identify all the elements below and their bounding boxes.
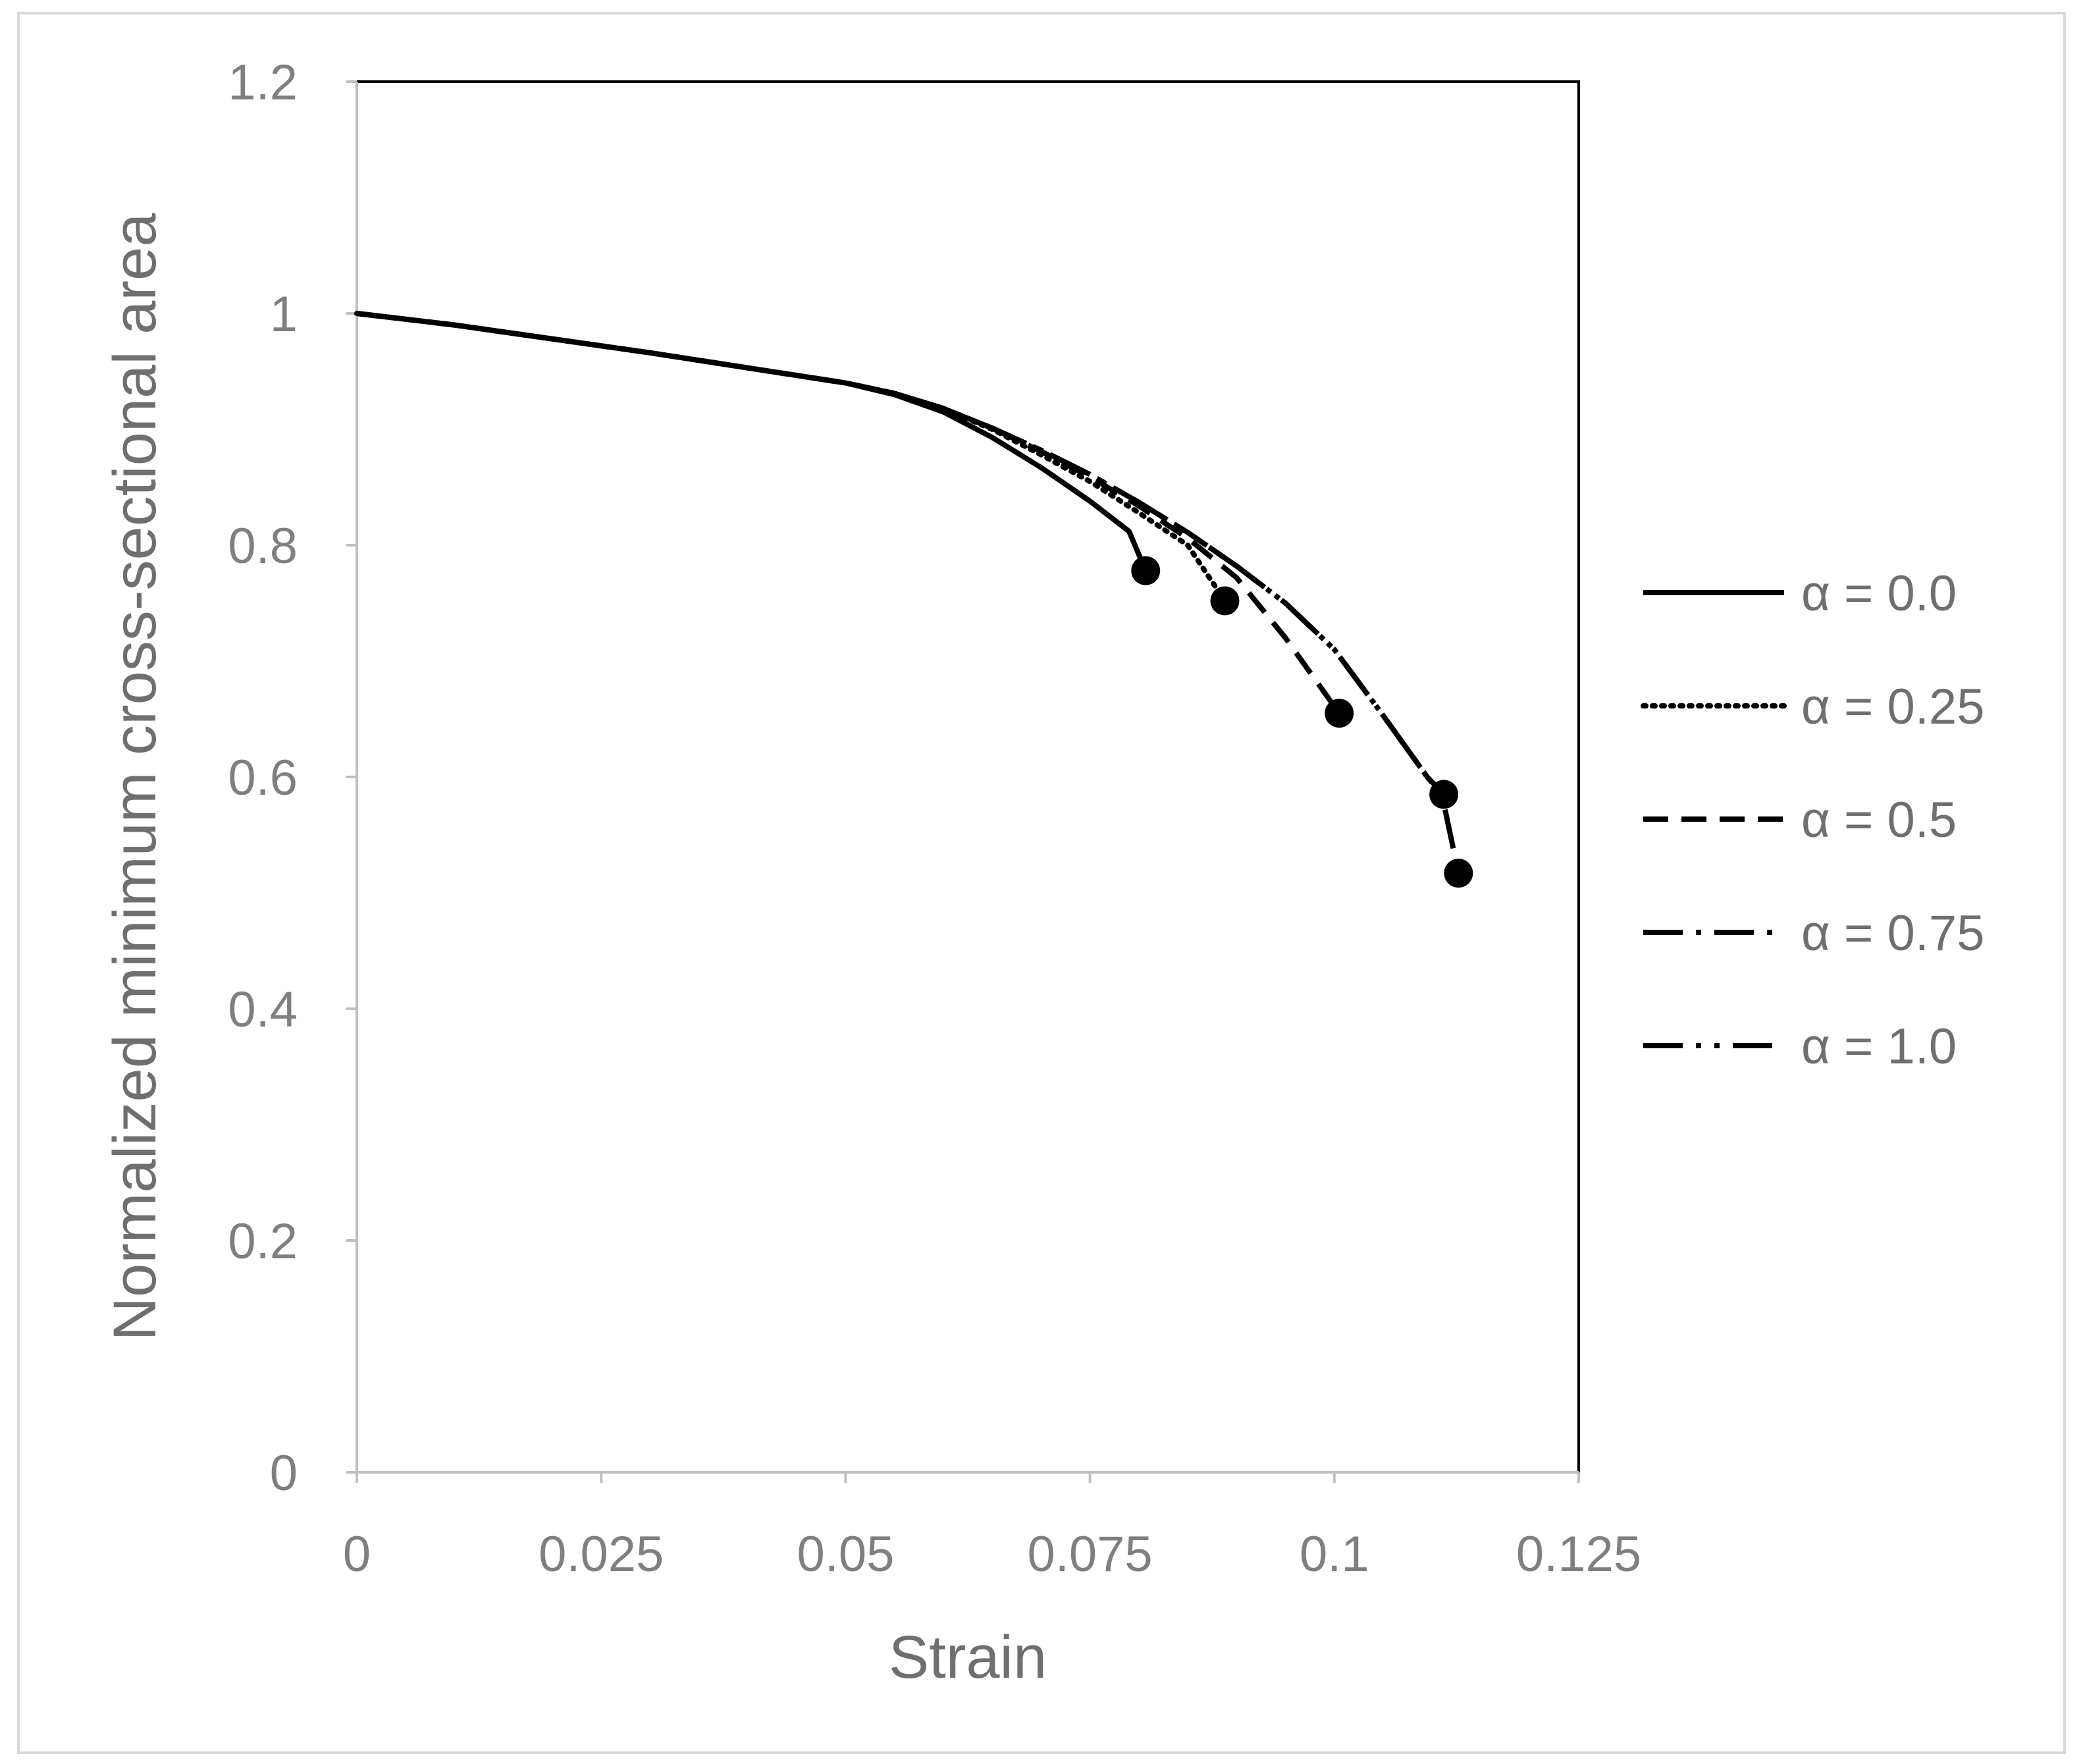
series-lines [354,311,1462,874]
x-tick-label-5: 0.125 [1516,1526,1641,1582]
x-tick-label-0: 0 [343,1526,371,1582]
series-end-marker-0 [1131,556,1161,585]
series-end-marker-1 [1210,586,1240,616]
y-axis-title: Normalized minimum cross-sectional area [101,213,169,1341]
x-tick-label-3: 0.075 [1028,1526,1153,1582]
axis-ticks: 0 0.025 0.05 0.075 0.1 0.125 0 0.2 0.4 0.6 0.8 1 1.2 [228,55,1641,1582]
chart-outer-border [17,12,2066,1754]
x-axis-title: Strain [889,1624,1047,1691]
series-end-marker-4 [1444,859,1473,888]
x-tick-label-4: 0.1 [1300,1526,1369,1582]
series-line-4 [356,311,1462,874]
y-tick-label-5: 1 [270,286,298,342]
legend: α = 0.0 α = 0.25 α = 0.5 α = 0.75 α = 1.0 [1641,566,1984,1075]
legend-label-1: α = 0.25 [1801,679,1984,735]
legend-label-3: α = 0.75 [1801,905,1984,961]
y-tick-label-4: 0.8 [228,518,298,574]
y-tick-label-1: 0.2 [228,1214,298,1270]
y-tick-label-3: 0.6 [228,750,298,806]
legend-label-4: α = 1.0 [1801,1019,1957,1075]
legend-label-0: α = 0.0 [1801,566,1957,622]
x-tick-label-1: 0.025 [539,1526,664,1582]
series-end-marker-3 [1429,780,1459,809]
series-end-marker-2 [1325,699,1354,728]
y-tick-label-6: 1.2 [228,55,298,111]
legend-label-2: α = 0.5 [1801,792,1957,848]
series-end-markers [1131,556,1473,888]
x-tick-label-2: 0.05 [797,1526,894,1582]
y-tick-label-2: 0.4 [228,982,298,1038]
y-tick-label-0: 0 [270,1445,298,1501]
